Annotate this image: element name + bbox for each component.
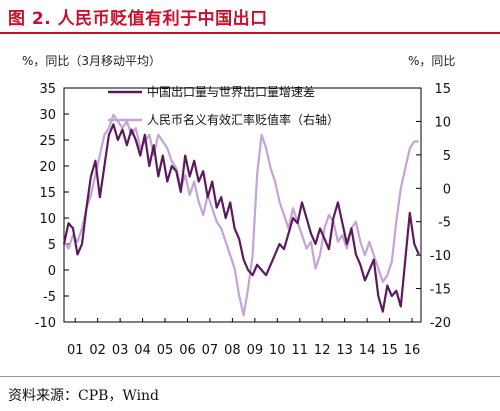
right-axis-tick-label: 5 — [443, 149, 451, 164]
left-axis-unit-label: %，同比（3月移动平均） — [22, 54, 162, 68]
title-divider — [0, 32, 500, 34]
x-axis-tick-label: 15 — [381, 343, 398, 358]
left-axis-tick-label: 25 — [39, 134, 56, 149]
right-axis-tick-label: -15 — [430, 283, 451, 298]
series-layer — [62, 113, 420, 317]
right-axis-unit-label: %，同比 — [408, 54, 456, 68]
x-axis-tick-label: 11 — [291, 343, 308, 358]
right-axis-tick-label: -10 — [430, 249, 451, 264]
left-axis-tick-label: 20 — [39, 160, 56, 175]
plot-frame — [63, 87, 422, 323]
x-axis-tick-label: 10 — [269, 343, 286, 358]
left-axis-tick-label: 10 — [39, 212, 56, 227]
x-axis-tick-label: 01 — [67, 343, 84, 358]
x-axis-tick-label: 07 — [202, 343, 219, 358]
x-axis-tick-label: 06 — [179, 343, 196, 358]
x-axis: 01 02 03 04 05 06 07 08 09 10 11 12 13 14 15 16 — [67, 318, 420, 358]
left-axis-tick-label: 35 — [39, 82, 56, 97]
source-note: 资料来源：CPB，Wind — [8, 388, 160, 404]
left-axis-tick-label: 15 — [39, 186, 56, 201]
right-axis-tick-label: 15 — [434, 82, 451, 97]
right-axis-tick-label: 10 — [434, 115, 451, 130]
left-axis-tick-label: 0 — [48, 264, 56, 279]
x-axis-tick-label: 14 — [359, 343, 376, 358]
x-axis-tick-label: 09 — [247, 343, 264, 358]
left-axis-tick-label: -10 — [35, 316, 56, 331]
x-axis-tick-label: 04 — [134, 343, 151, 358]
x-axis-tick-label: 12 — [314, 343, 331, 358]
legend: 中国出口量与世界出口量增速差 人民币名义有效汇率贬值率（右轴） — [108, 84, 339, 127]
x-axis-tick-label: 02 — [89, 343, 106, 358]
left-axis-tick-label: 30 — [39, 108, 56, 123]
x-axis-tick-label: 08 — [224, 343, 241, 358]
x-axis-tick-label: 05 — [157, 343, 174, 358]
left-axis-tick-label: -5 — [43, 290, 56, 305]
series-line-2 — [63, 113, 419, 317]
left-axis-tick-label: 5 — [48, 238, 56, 253]
x-axis-tick-label: 16 — [404, 343, 421, 358]
right-axis: 15 10 5 0 -5 -10 -15 -20 — [416, 82, 451, 331]
series-line-1 — [62, 123, 420, 313]
source-divider — [0, 376, 500, 377]
x-axis-tick-label: 03 — [112, 343, 129, 358]
legend-label-series-2: 人民币名义有效汇率贬值率（右轴） — [147, 112, 339, 127]
right-axis-tick-label: -20 — [430, 316, 451, 331]
right-axis-tick-label: -5 — [438, 216, 451, 231]
legend-label-series-1: 中国出口量与世界出口量增速差 — [147, 84, 315, 99]
right-axis-tick-label: 0 — [443, 182, 451, 197]
chart-title: 图 2. 人民币贬值有利于中国出口 — [8, 9, 268, 29]
x-axis-tick-label: 13 — [336, 343, 353, 358]
